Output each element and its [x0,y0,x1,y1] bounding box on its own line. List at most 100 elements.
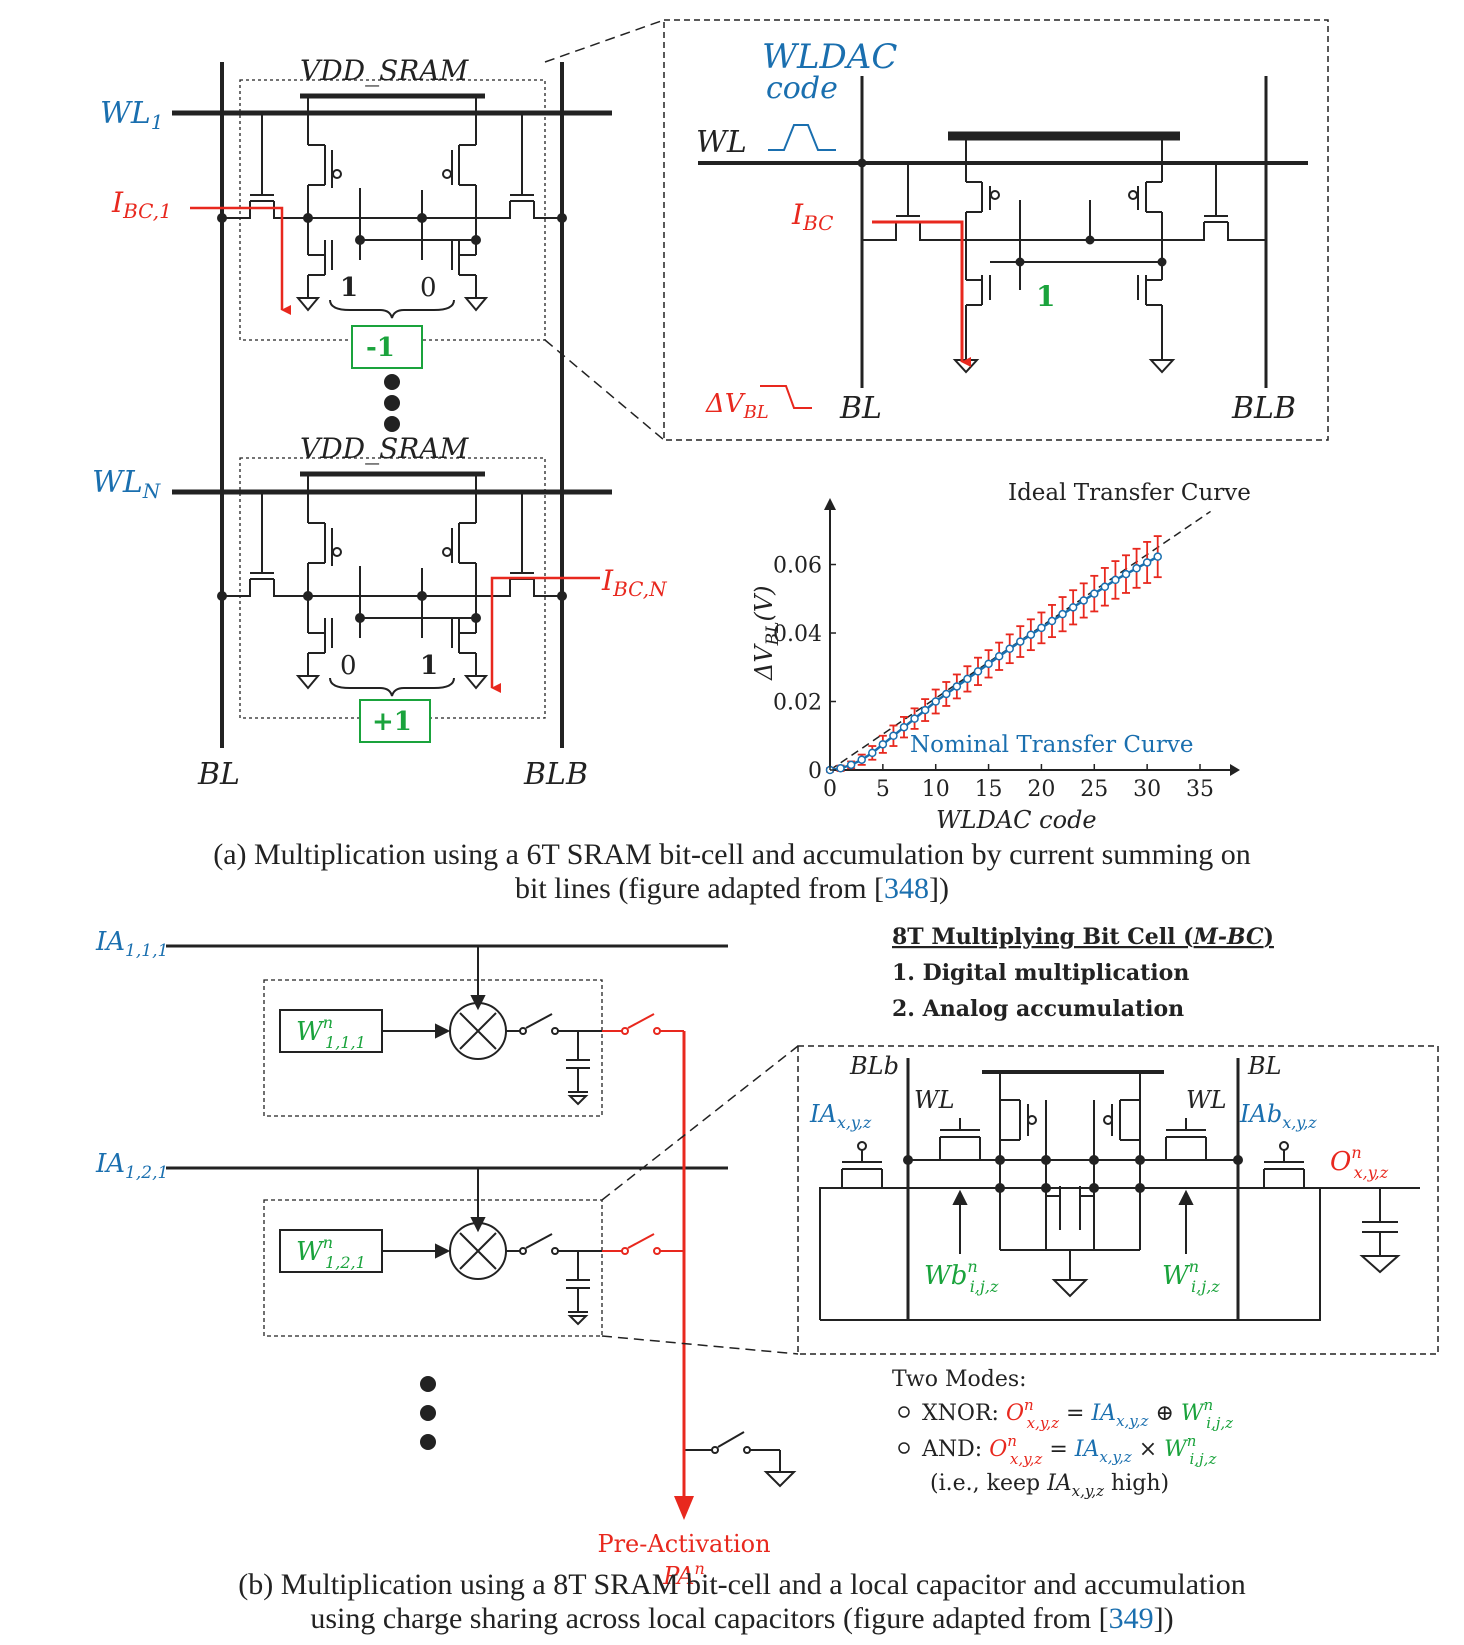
mbc-diagram [601,1045,1439,1355]
y-tick-label: 0.04 [773,622,822,647]
data-point [963,674,972,684]
data-point [910,714,919,723]
data-point [889,731,898,741]
blb-label: BLB [523,757,588,792]
top-6t-cell [217,96,567,319]
data-point [984,659,993,669]
zoom-blb-label: BLB [1231,391,1296,426]
data-point [1016,637,1025,646]
mbc-wl-right-label: WL [1186,1086,1227,1114]
y-tick-label: 0.02 [773,691,822,716]
ellipsis-b [420,1376,436,1450]
top-weight-value: -1 [366,333,395,363]
data-point [1079,596,1088,605]
x-tick-label: 10 [922,777,950,802]
pa-label: PAn [662,1559,705,1590]
bullet-icon [898,1442,910,1454]
data-point [1005,644,1014,654]
data-point [973,667,983,676]
x-tick-label: 30 [1133,777,1161,802]
top-cell-box [239,79,546,341]
bottom-weight-value: +1 [372,707,412,737]
wl-pulse-icon [768,124,836,151]
x-tick-label: 5 [876,777,890,802]
ia121-label: IA1,2,1 [95,1149,168,1183]
wl1-label: WL1 [100,96,164,134]
mbc-wb-label: Wbn i,j,z [924,1257,999,1296]
mode-note: (i.e., keep IAx,y,z high) [930,1471,1169,1500]
caption-b-line1: (b) Multiplication using a 8T SRAM bit-c… [238,1568,1246,1601]
bullet-icon [898,1406,910,1418]
wln-label: WLN [92,465,162,503]
x-tick-label: 15 [975,777,1003,802]
data-point [1153,552,1162,561]
data-point [1100,582,1110,592]
mbc-item-1: 1. Digital multiplication [892,960,1189,986]
zoom-bit-value: 1 [1036,280,1055,313]
data-point [952,682,962,691]
ibc1-label: IBC,1 [111,186,172,223]
top-bit-right: 0 [420,273,437,303]
x-axis-label: WLDAC code [936,806,1097,834]
bottom-bit-left: 0 [340,651,357,681]
vdd-bottom-label: VDD_SRAM [300,432,470,465]
y-tick-label: 0 [808,759,822,784]
data-point [1121,569,1131,579]
top-bit-left: 1 [340,273,358,303]
mbc-title: 8T Multiplying Bit Cell (M-BC) [892,924,1274,950]
data-point [1058,609,1067,619]
mode-and: AND: On x,y,z = IAx,y,z × Wn i,j,z [921,1432,1216,1468]
x-tick-label: 20 [1027,777,1055,802]
mbc-w-label: Wn i,j,z [1162,1257,1220,1296]
transfer-curve-chart: 0 5 10 15 20 25 30 35 0 0.02 0.04 0.06 Ideal Trans… [750,480,1251,834]
bottom-bit-right: 1 [420,651,438,681]
data-point [878,740,888,749]
y-axis-label: ΔVBL(V) [750,585,783,681]
bottom-weight-box [359,699,431,743]
bl-label: BL [197,757,240,792]
caption-a-line2: bit lines (figure adapted from [348]) [515,872,949,905]
w121-label: Wn 1,2,1 [296,1233,366,1272]
mbc-blb-label: BLb [849,1052,899,1080]
bottom-6t-cell [217,473,567,697]
zoom-bl-label: BL [839,391,882,426]
w111-label: Wn 1,1,1 [296,1013,366,1052]
x-tick-label: 0 [823,777,837,802]
vdd-top-label: VDD_SRAM [300,54,470,87]
caption-a-line1: (a) Multiplication using a 6T SRAM bit-c… [213,838,1251,871]
sram-column-diagram [172,62,612,748]
data-point [920,705,930,715]
x-tick-label: 35 [1186,777,1214,802]
data-point [1068,603,1078,612]
wldac-label: WLDAC [762,37,897,77]
ellipsis-a [384,374,400,432]
modes-title: Two Modes: [892,1367,1027,1392]
data-point [1047,616,1057,626]
mbc-nodes [903,1155,1243,1193]
caption-b-line2: using charge sharing across local capaci… [310,1602,1173,1635]
data-point [836,764,845,773]
mode-xnor: XNOR: On x,y,z = IAx,y,z ⊕ Wn i,j,z [922,1396,1233,1432]
data-point [857,755,866,764]
dvbl-step-icon [760,385,812,409]
x-tick-label: 25 [1080,777,1108,802]
zoom-wl-label: WL [696,125,747,160]
data-point [868,748,877,758]
nominal-curve-annotation: Nominal Transfer Curve [910,732,1193,758]
data-point [942,689,951,699]
data-point [1132,564,1141,573]
mbc-output-label: On x,y,z [1330,1143,1389,1182]
mbc-iab-label: IAbx,y,z [1239,1100,1317,1132]
mbc-bl-label: BL [1247,1052,1282,1080]
top-weight-box [351,325,423,369]
charge-sharing-bus [602,1013,686,1500]
data-point [1111,575,1120,585]
zoom-current-arrow [872,220,971,367]
data-point [1090,589,1099,598]
panel-b-diagram [166,944,797,1488]
mbc-item-2: 2. Analog accumulation [892,996,1184,1022]
zoom-a-diagram [544,19,1329,441]
data-point [846,760,856,770]
wldac-code-label: code [766,71,838,106]
